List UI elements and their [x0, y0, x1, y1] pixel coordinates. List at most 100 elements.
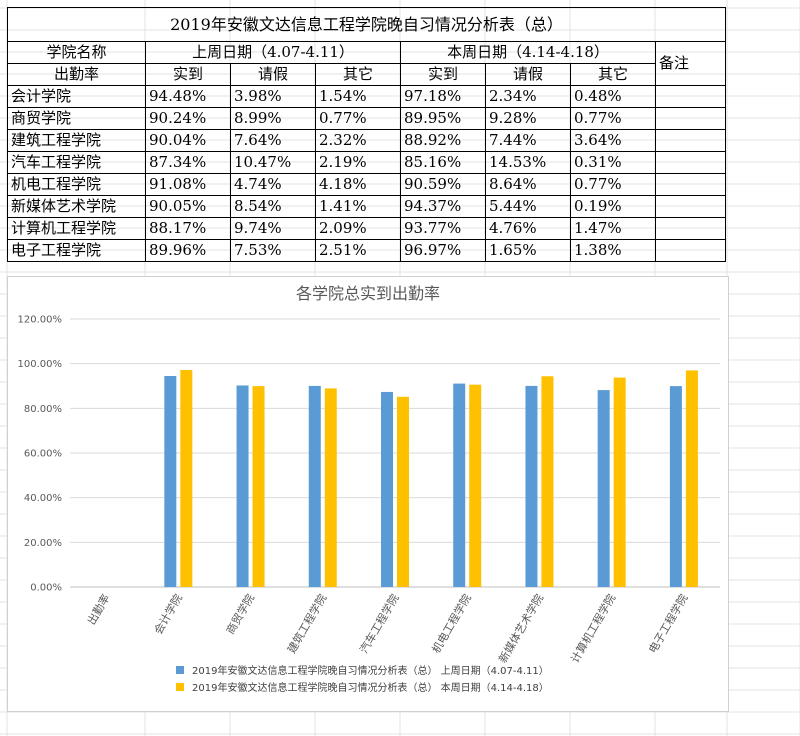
value-cell: 1.65%	[485, 239, 571, 262]
this-week-header: 本周日期（4.14-4.18）	[400, 41, 656, 64]
col-header: 其它	[315, 63, 401, 86]
bar	[525, 385, 538, 587]
bar	[236, 385, 249, 587]
value-cell: 93.77%	[400, 217, 486, 240]
value-cell: 90.59%	[400, 173, 486, 196]
bar	[381, 391, 393, 587]
value-cell: 90.05%	[145, 195, 231, 218]
college-name-cell: 电子工程学院	[7, 239, 146, 262]
attendance-chart: 各学院总实到出勤率 0.00% 20.00% 40.00% 60.00% 80.00% 10…	[7, 276, 729, 712]
table-row: 电子工程学院 89.96% 7.53% 2.51% 96.97% 1.65% 1.38%	[7, 239, 726, 262]
value-cell: 4.76%	[485, 217, 571, 240]
table-row: 汽车工程学院 87.34% 10.47% 2.19% 85.16% 14.53% 0.31%	[7, 151, 726, 174]
col-header: 实到	[145, 63, 231, 86]
value-cell: 0.77%	[570, 107, 656, 130]
legend-label: 2019年安徽文达信息工程学院晚自习情况分析表（总） 本周日期（4.14-4.1…	[192, 681, 549, 694]
remark-cell	[655, 217, 726, 240]
chart-title: 各学院总实到出勤率	[296, 284, 440, 303]
value-cell: 2.51%	[315, 239, 401, 262]
bar	[669, 386, 682, 587]
bar	[164, 375, 177, 587]
value-cell: 8.99%	[230, 107, 316, 130]
bar	[597, 390, 610, 587]
value-cell: 14.53%	[485, 151, 571, 174]
value-cell: 7.44%	[485, 129, 571, 152]
value-cell: 88.17%	[145, 217, 231, 240]
bar	[453, 383, 466, 587]
table-row: 计算机工程学院 88.17% 9.74% 2.09% 93.77% 4.76% 1.47%	[7, 217, 726, 240]
bar	[180, 369, 193, 587]
value-cell: 2.09%	[315, 217, 401, 240]
remark-cell	[655, 151, 726, 174]
value-cell: 90.04%	[145, 129, 231, 152]
college-name-cell: 新媒体艺术学院	[7, 195, 146, 218]
value-cell: 3.98%	[230, 85, 316, 108]
value-cell: 89.96%	[145, 239, 231, 262]
value-cell: 94.37%	[400, 195, 486, 218]
value-cell: 1.54%	[315, 85, 401, 108]
value-cell: 7.64%	[230, 129, 316, 152]
chart-canvas: 各学院总实到出勤率 0.00% 20.00% 40.00% 60.00% 80.00% 10…	[18, 284, 720, 694]
bar	[324, 388, 337, 587]
bar	[685, 370, 698, 587]
x-category-label: 建筑工程学院	[284, 592, 329, 656]
value-cell: 9.74%	[230, 217, 316, 240]
y-tick-label: 120.00%	[18, 315, 63, 326]
attendance-rate-header: 出勤率	[7, 63, 146, 86]
value-cell: 1.47%	[570, 217, 656, 240]
value-cell: 96.97%	[400, 239, 486, 262]
remark-cell	[655, 195, 726, 218]
value-cell: 87.34%	[145, 151, 231, 174]
table-row: 会计学院 94.48% 3.98% 1.54% 97.18% 2.34% 0.48%	[7, 85, 726, 108]
x-category-label: 机电工程学院	[429, 592, 474, 656]
y-tick-label: 20.00%	[24, 538, 62, 549]
x-category-label: 电子工程学院	[645, 592, 690, 656]
college-name-cell: 计算机工程学院	[7, 217, 146, 240]
value-cell: 85.16%	[400, 151, 486, 174]
bar	[308, 385, 321, 587]
table-row: 机电工程学院 91.08% 4.74% 4.18% 90.59% 8.64% 0.77%	[7, 173, 726, 196]
value-cell: 91.08%	[145, 173, 231, 196]
college-name-header: 学院名称	[7, 41, 146, 64]
value-cell: 1.38%	[570, 239, 656, 262]
value-cell: 97.18%	[400, 85, 486, 108]
col-header: 请假	[485, 63, 571, 86]
remark-cell	[655, 173, 726, 196]
value-cell: 0.77%	[315, 107, 401, 130]
legend-label: 2019年安徽文达信息工程学院晚自习情况分析表（总） 上周日期（4.07-4.1…	[192, 664, 549, 677]
bar	[469, 384, 482, 587]
bar	[252, 386, 265, 587]
value-cell: 9.28%	[485, 107, 571, 130]
value-cell: 0.48%	[570, 85, 656, 108]
value-cell: 0.77%	[570, 173, 656, 196]
value-cell: 2.34%	[485, 85, 571, 108]
college-name-cell: 汽车工程学院	[7, 151, 146, 174]
value-cell: 94.48%	[145, 85, 231, 108]
value-cell: 0.31%	[570, 151, 656, 174]
value-cell: 2.19%	[315, 151, 401, 174]
x-category-label: 出勤率	[84, 592, 113, 628]
value-cell: 3.64%	[570, 129, 656, 152]
value-cell: 8.64%	[485, 173, 571, 196]
college-name-cell: 会计学院	[7, 85, 146, 108]
y-tick-label: 100.00%	[18, 359, 63, 370]
bar	[541, 376, 554, 587]
college-name-cell: 建筑工程学院	[7, 129, 146, 152]
bar	[613, 377, 626, 587]
x-category-label: 计算机工程学院	[568, 592, 619, 666]
value-cell: 0.19%	[570, 195, 656, 218]
attendance-table: 2019年安徽文达信息工程学院晚自习情况分析表（总） 学院名称 上周日期（4.0…	[7, 7, 726, 262]
col-header: 实到	[400, 63, 486, 86]
x-category-label: 新媒体艺术学院	[495, 592, 546, 666]
last-week-header: 上周日期（4.07-4.11）	[145, 41, 401, 64]
college-name-cell: 机电工程学院	[7, 173, 146, 196]
college-name-cell: 商贸学院	[7, 107, 146, 130]
value-cell: 10.47%	[230, 151, 316, 174]
remark-cell	[655, 239, 726, 262]
value-cell: 1.41%	[315, 195, 401, 218]
remark-header: 备注	[655, 41, 726, 86]
y-tick-label: 0.00%	[30, 583, 62, 594]
remark-cell	[655, 129, 726, 152]
table-row: 新媒体艺术学院 90.05% 8.54% 1.41% 94.37% 5.44% 0.19%	[7, 195, 726, 218]
value-cell: 5.44%	[485, 195, 571, 218]
